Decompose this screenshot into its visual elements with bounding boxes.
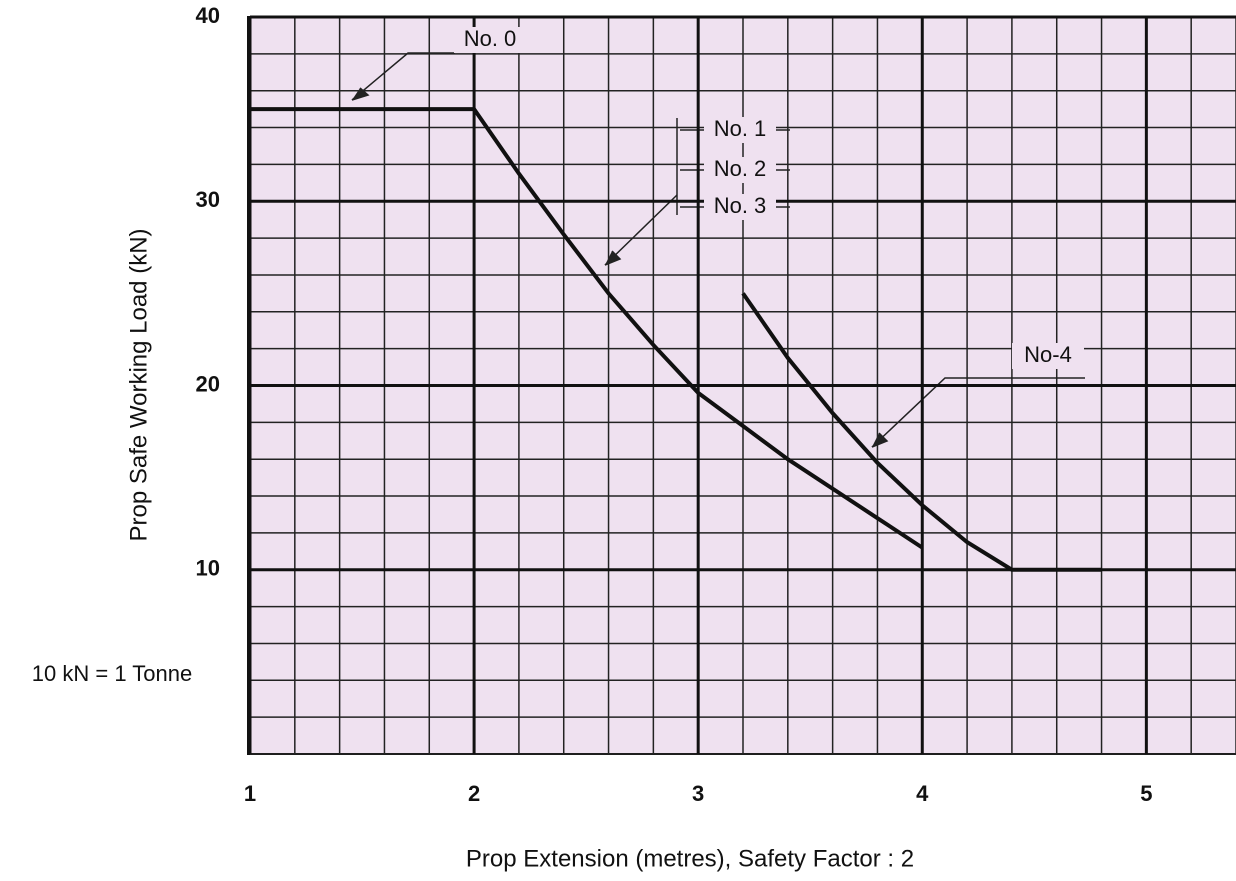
y-tick-label: 10 bbox=[196, 556, 220, 581]
data-line bbox=[250, 107, 924, 550]
grid bbox=[248, 15, 1236, 755]
x-axis-label: Prop Extension (metres), Safety Factor :… bbox=[466, 845, 914, 872]
x-tick-label: 2 bbox=[468, 781, 480, 806]
annotation: No-4 bbox=[1024, 342, 1072, 367]
y-axis-label: Prop Safe Working Load (kN) bbox=[125, 228, 152, 541]
annotation: No. 1 bbox=[714, 116, 767, 141]
x-tick-label: 1 bbox=[244, 781, 256, 806]
annotation-bg bbox=[704, 194, 776, 220]
annotation: No. 2 bbox=[714, 156, 767, 181]
annotation: No. 3 bbox=[714, 193, 767, 218]
annotation-bg bbox=[454, 27, 526, 53]
data-line bbox=[741, 292, 1102, 572]
annotation-bg bbox=[704, 157, 776, 183]
annotation: No. 0 bbox=[464, 26, 517, 51]
annotation-bg bbox=[1012, 343, 1084, 369]
y-tick-label: 20 bbox=[196, 371, 220, 396]
x-tick-label: 5 bbox=[1140, 781, 1152, 806]
note: 10 kN = 1 Tonne bbox=[32, 661, 192, 686]
y-tick-label: 40 bbox=[196, 3, 220, 28]
x-tick-label: 3 bbox=[692, 781, 704, 806]
x-tick-label: 4 bbox=[916, 781, 929, 806]
y-tick-label: 30 bbox=[196, 187, 220, 212]
annotation-bg bbox=[704, 117, 776, 143]
